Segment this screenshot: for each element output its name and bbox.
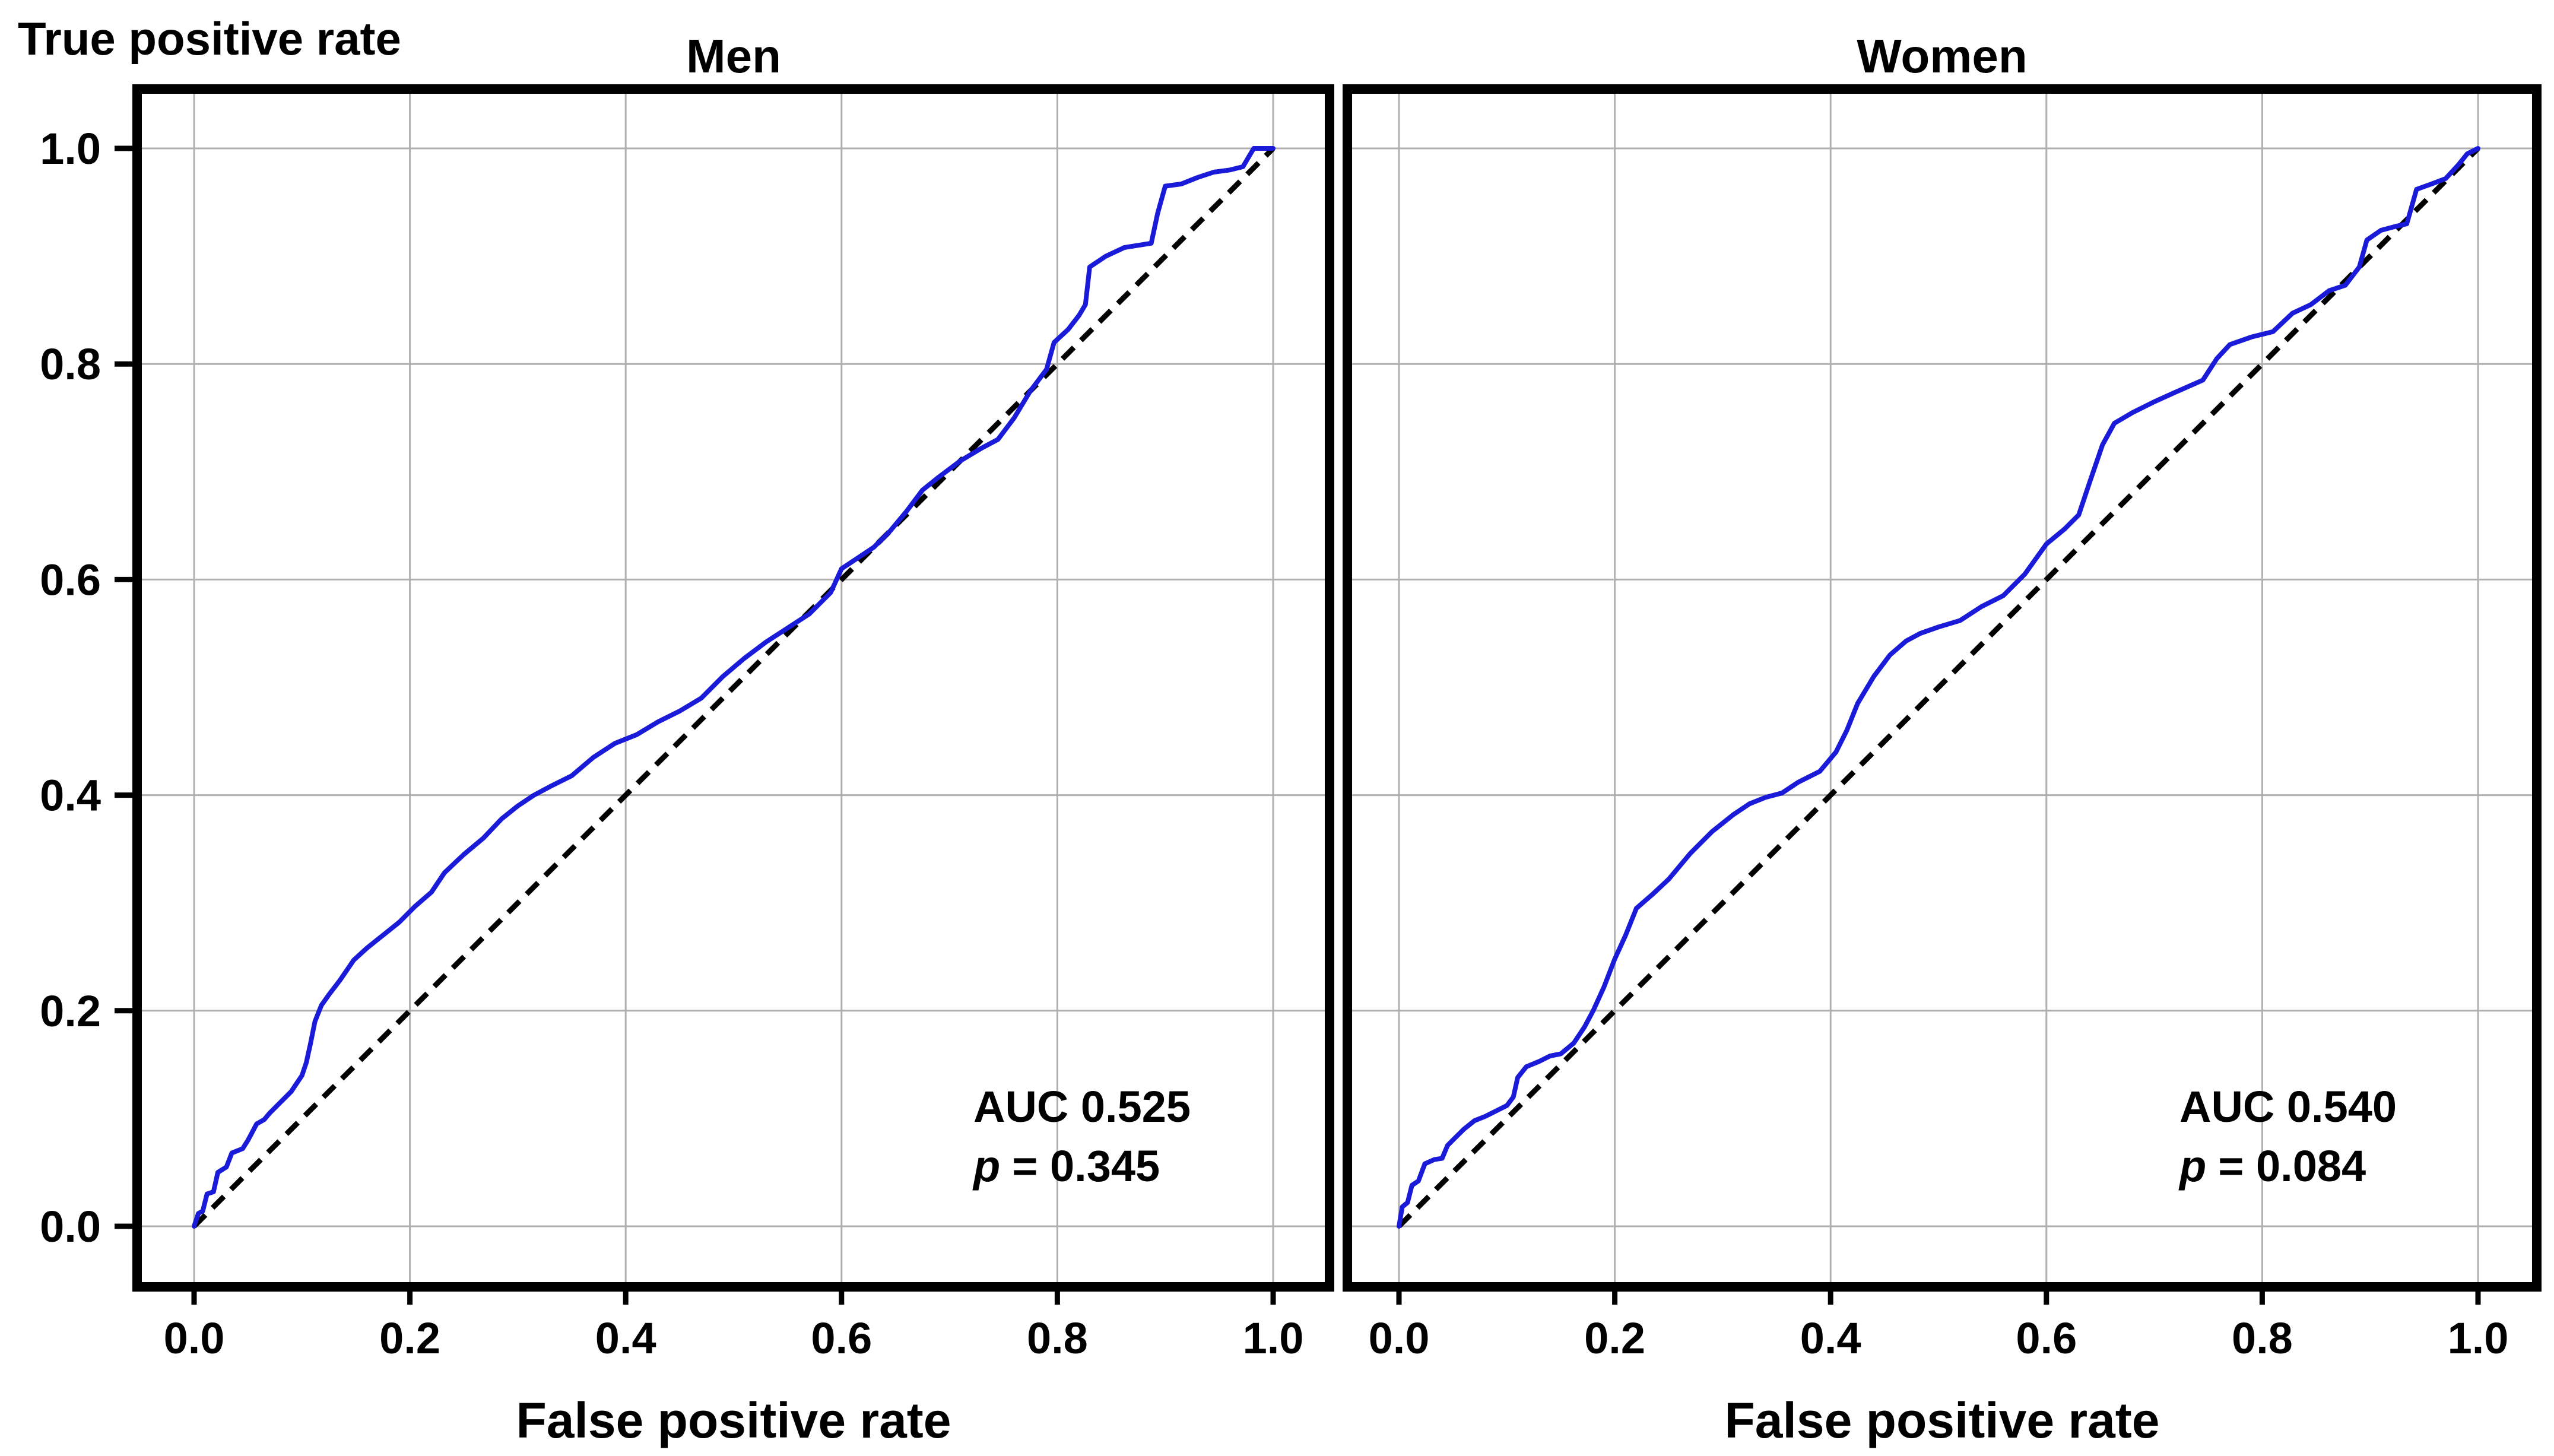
x-tick-label: 1.0 xyxy=(2448,1314,2509,1363)
x-tick-label: 0.6 xyxy=(2016,1314,2077,1363)
y-tick-label: 1.0 xyxy=(40,124,101,173)
y-tick-label: 0.8 xyxy=(40,340,101,389)
roc-curve xyxy=(1397,146,2480,1229)
panel-men: 0.0 0.2 0.4 0.6 0.8 1.0 0.0 0.2 0.4 0.6 0.8 1.0 xyxy=(40,84,1334,1363)
y-tick-label: 0.0 xyxy=(40,1202,101,1251)
x-tick-label: 0.4 xyxy=(1800,1314,1861,1363)
x-tick-label: 0.6 xyxy=(811,1314,872,1363)
y-tick-label: 0.2 xyxy=(40,986,101,1036)
x-tick-label: 0.8 xyxy=(2232,1314,2293,1363)
panel-men-auc-value: AUC 0.525 xyxy=(973,1082,1191,1131)
p-value-text: = 0.084 xyxy=(2218,1141,2366,1191)
x-tick-label: 0.0 xyxy=(1369,1314,1430,1363)
panel-women-title: Women xyxy=(1857,30,2027,83)
axes-spines xyxy=(132,84,1334,1292)
x-tick-label: 0.2 xyxy=(1584,1314,1645,1363)
panel-women: 0.0 0.2 0.4 0.6 0.8 1.0 xyxy=(1343,84,2542,1363)
x-tick-label: 0.2 xyxy=(379,1314,440,1363)
y-tick-label: 0.4 xyxy=(40,771,101,820)
p-symbol: p xyxy=(2178,1141,2206,1191)
y-axis-label: True positive rate xyxy=(18,12,401,65)
x-tick-label: 0.0 xyxy=(164,1314,225,1363)
p-symbol: p xyxy=(972,1141,1000,1191)
roc-curve xyxy=(192,146,1276,1229)
chance-diagonal-line xyxy=(1397,146,2480,1229)
x-tick-label: 1.0 xyxy=(1243,1314,1304,1363)
chance-diagonal-line xyxy=(192,146,1276,1229)
p-value-text: = 0.345 xyxy=(1012,1141,1160,1191)
panel-men-title: Men xyxy=(686,30,781,83)
panel-women-auc-value: AUC 0.540 xyxy=(2179,1082,2397,1131)
panel-men-p-value: p = 0.345 xyxy=(972,1141,1160,1191)
axes-spines xyxy=(1343,84,2542,1292)
x-tick-label: 0.4 xyxy=(595,1314,656,1363)
y-tick-label: 0.6 xyxy=(40,555,101,604)
x-tick-label: 0.8 xyxy=(1027,1314,1088,1363)
panel-women-p-value: p = 0.084 xyxy=(2178,1141,2366,1191)
panel-women-x-axis-label: False positive rate xyxy=(1725,1392,2160,1448)
panel-men-x-axis-label: False positive rate xyxy=(516,1392,951,1448)
